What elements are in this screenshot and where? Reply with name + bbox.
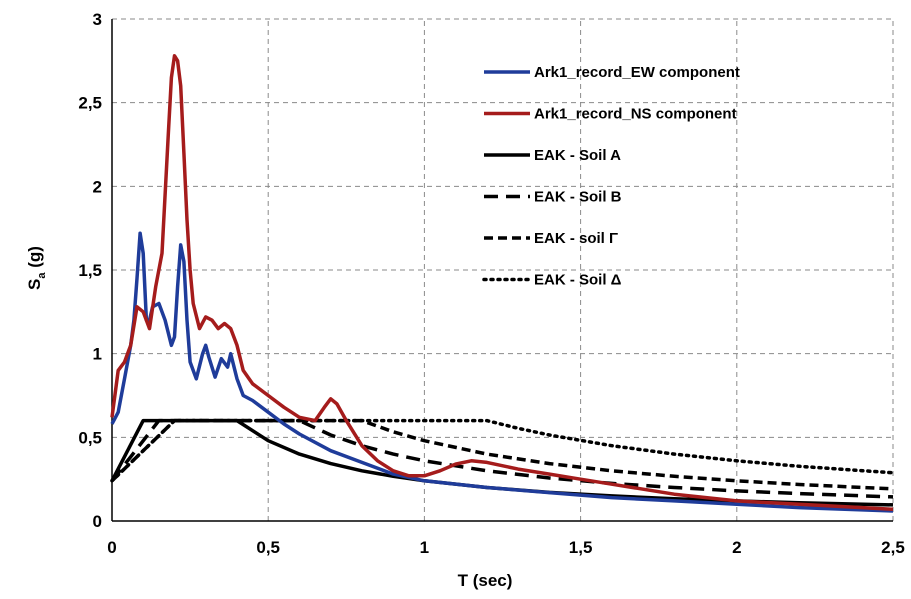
svg-text:Sa (g): Sa (g) — [25, 246, 48, 290]
y-tick-label: 0 — [93, 512, 102, 531]
legend-label-6: EAK - Soil Δ — [534, 272, 622, 289]
x-axis-title: T (sec) — [458, 571, 513, 590]
y-tick-label: 1 — [93, 345, 102, 364]
series-line-3 — [110, 418, 894, 507]
y-tick-label: 1,5 — [78, 261, 102, 280]
legend-label-4: EAK - Soil B — [534, 189, 622, 206]
legend-label-5: EAK - soil Γ — [534, 230, 618, 247]
y-tick-label: 2 — [93, 177, 102, 196]
series-line-1 — [110, 231, 894, 513]
legend-label-1: Ark1_record_EW component — [534, 64, 740, 81]
x-tick-label: 2 — [732, 538, 741, 557]
y-tick-label: 3 — [93, 10, 102, 29]
x-tick-label: 1 — [420, 538, 429, 557]
series-line-5 — [110, 418, 894, 491]
y-axis-title-unit: (g) — [25, 246, 44, 272]
grid-lines — [112, 18, 894, 521]
legend-label-2: Ark1_record_NS component — [534, 106, 737, 123]
y-axis-title-sub: a — [36, 272, 48, 279]
series-lines — [110, 54, 895, 513]
x-tick-label: 0,5 — [256, 538, 280, 557]
series-line-2 — [110, 54, 894, 512]
legend-label-3: EAK - Soil A — [534, 147, 621, 164]
y-axis-title-main: S — [25, 279, 44, 290]
x-tick-label: 2,5 — [881, 538, 905, 557]
x-tick-label: 1,5 — [569, 538, 593, 557]
series-line-4 — [110, 418, 894, 499]
axes — [111, 19, 893, 522]
y-tick-label: 2,5 — [78, 94, 102, 113]
y-axis-title: Sa (g) — [25, 246, 48, 290]
y-tick-label: 0,5 — [78, 428, 102, 447]
tick-labels: 0 0,5 1 1,5 2 2,5 0 0,5 1 1,5 2 2,5 3 — [78, 10, 904, 557]
x-tick-label: 0 — [107, 538, 116, 557]
legend: Ark1_record_EW component Ark1_record_NS c… — [482, 64, 740, 289]
